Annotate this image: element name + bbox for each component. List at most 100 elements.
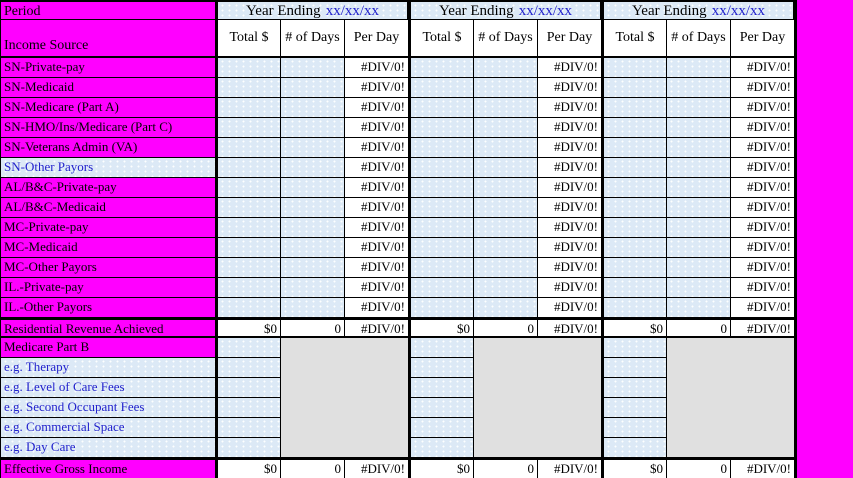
days-cell[interactable] [667, 178, 731, 198]
total-cell[interactable] [411, 418, 474, 438]
days-cell[interactable] [474, 438, 538, 458]
per-day-cell[interactable]: #DIV/0! [538, 78, 601, 98]
per-day-cell[interactable]: #DIV/0! [731, 98, 794, 118]
days-cell[interactable]: 0 [667, 458, 731, 478]
total-cell[interactable] [218, 398, 281, 418]
row-label-cell[interactable]: IL.-Private-pay [0, 278, 215, 298]
total-cell[interactable] [604, 338, 667, 358]
days-cell[interactable] [474, 58, 538, 78]
total-cell[interactable] [218, 138, 281, 158]
per-day-cell[interactable]: #DIV/0! [731, 218, 794, 238]
total-cell[interactable] [218, 178, 281, 198]
col-header-days[interactable]: # of Days [281, 20, 345, 58]
total-cell[interactable] [218, 58, 281, 78]
total-cell[interactable] [218, 278, 281, 298]
per-day-cell[interactable]: #DIV/0! [538, 258, 601, 278]
days-cell[interactable] [281, 58, 345, 78]
days-cell[interactable] [281, 278, 345, 298]
per-day-cell[interactable]: #DIV/0! [345, 218, 408, 238]
total-cell[interactable] [604, 78, 667, 98]
per-day-cell[interactable] [345, 358, 408, 378]
days-cell[interactable] [667, 118, 731, 138]
row-label-cell[interactable]: SN-Medicaid [0, 78, 215, 98]
days-cell[interactable] [667, 138, 731, 158]
days-cell[interactable]: 0 [474, 318, 538, 338]
total-cell[interactable] [604, 238, 667, 258]
per-day-cell[interactable]: #DIV/0! [731, 198, 794, 218]
per-day-cell[interactable]: #DIV/0! [538, 278, 601, 298]
per-day-cell[interactable] [538, 418, 601, 438]
days-cell[interactable] [281, 118, 345, 138]
total-cell[interactable] [218, 218, 281, 238]
row-label-cell[interactable]: MC-Private-pay [0, 218, 215, 238]
days-cell[interactable] [281, 378, 345, 398]
per-day-cell[interactable] [345, 438, 408, 458]
total-cell[interactable] [604, 118, 667, 138]
row-label-cell[interactable]: Effective Gross Income [0, 458, 215, 478]
per-day-cell[interactable]: #DIV/0! [345, 258, 408, 278]
total-cell[interactable]: $0 [604, 458, 667, 478]
days-cell[interactable] [474, 218, 538, 238]
total-cell[interactable] [604, 58, 667, 78]
days-cell[interactable] [667, 238, 731, 258]
total-cell[interactable] [218, 298, 281, 318]
days-cell[interactable] [667, 438, 731, 458]
per-day-cell[interactable]: #DIV/0! [731, 118, 794, 138]
days-cell[interactable] [281, 198, 345, 218]
row-label-cell[interactable]: e.g. Level of Care Fees [0, 378, 215, 398]
total-cell[interactable] [604, 358, 667, 378]
days-cell[interactable] [474, 238, 538, 258]
total-cell[interactable] [218, 78, 281, 98]
row-label-cell[interactable]: SN-Veterans Admin (VA) [0, 138, 215, 158]
total-cell[interactable]: $0 [218, 458, 281, 478]
row-label-cell[interactable]: e.g. Second Occupant Fees [0, 398, 215, 418]
per-day-cell[interactable]: #DIV/0! [345, 278, 408, 298]
per-day-cell[interactable]: #DIV/0! [538, 318, 601, 338]
days-cell[interactable] [667, 218, 731, 238]
per-day-cell[interactable]: #DIV/0! [538, 158, 601, 178]
total-cell[interactable] [218, 198, 281, 218]
per-day-cell[interactable]: #DIV/0! [731, 158, 794, 178]
total-cell[interactable] [218, 158, 281, 178]
days-cell[interactable] [667, 298, 731, 318]
per-day-cell[interactable]: #DIV/0! [345, 458, 408, 478]
days-cell[interactable] [667, 78, 731, 98]
days-cell[interactable] [474, 118, 538, 138]
days-cell[interactable] [667, 278, 731, 298]
per-day-cell[interactable]: #DIV/0! [345, 78, 408, 98]
total-cell[interactable] [218, 238, 281, 258]
total-cell[interactable] [411, 198, 474, 218]
per-day-cell[interactable]: #DIV/0! [731, 58, 794, 78]
per-day-cell[interactable]: #DIV/0! [345, 298, 408, 318]
total-cell[interactable] [604, 138, 667, 158]
per-day-cell[interactable]: #DIV/0! [538, 118, 601, 138]
per-day-cell[interactable] [345, 398, 408, 418]
days-cell[interactable] [474, 278, 538, 298]
per-day-cell[interactable] [731, 338, 794, 358]
total-cell[interactable]: $0 [604, 318, 667, 338]
total-cell[interactable] [218, 438, 281, 458]
days-cell[interactable] [667, 418, 731, 438]
days-cell[interactable]: 0 [474, 458, 538, 478]
days-cell[interactable] [281, 398, 345, 418]
days-cell[interactable] [281, 358, 345, 378]
days-cell[interactable] [474, 398, 538, 418]
row-label-cell[interactable]: e.g. Day Care [0, 438, 215, 458]
days-cell[interactable] [667, 258, 731, 278]
per-day-cell[interactable] [731, 418, 794, 438]
total-cell[interactable] [218, 98, 281, 118]
total-cell[interactable] [411, 118, 474, 138]
days-cell[interactable] [281, 158, 345, 178]
total-cell[interactable] [604, 98, 667, 118]
year-ending-date[interactable]: xx/xx/xx [325, 2, 380, 19]
days-cell[interactable] [474, 178, 538, 198]
days-cell[interactable] [667, 398, 731, 418]
days-cell[interactable] [474, 78, 538, 98]
row-label-cell[interactable]: MC-Medicaid [0, 238, 215, 258]
per-day-cell[interactable]: #DIV/0! [538, 58, 601, 78]
total-cell[interactable] [411, 298, 474, 318]
per-day-cell[interactable]: #DIV/0! [538, 138, 601, 158]
per-day-cell[interactable]: #DIV/0! [345, 238, 408, 258]
total-cell[interactable] [411, 438, 474, 458]
year-ending-header-cell[interactable]: Year Ending xx/xx/xx [604, 0, 794, 20]
